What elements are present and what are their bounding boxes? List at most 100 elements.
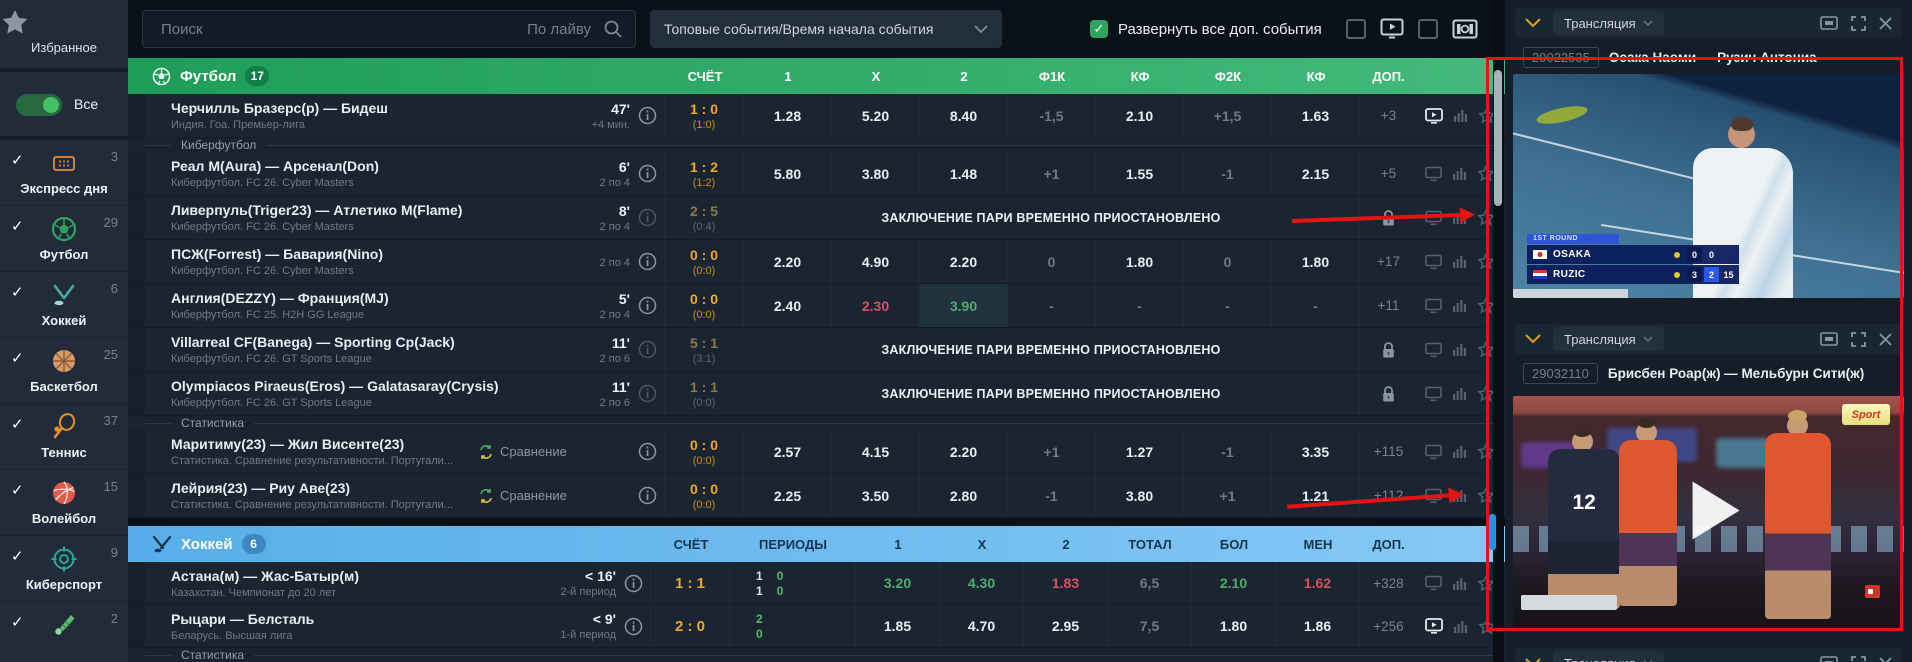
odds-cell-kf2[interactable]: 1.80 xyxy=(1271,240,1359,283)
odds-cell-kf2[interactable]: 1.21 xyxy=(1271,474,1359,517)
info-icon[interactable] xyxy=(630,252,664,271)
close-icon[interactable] xyxy=(1879,656,1892,662)
odds-cell-1[interactable]: 5.80 xyxy=(743,152,831,195)
pip-icon[interactable] xyxy=(1820,332,1838,346)
info-icon[interactable] xyxy=(630,486,664,505)
odds-cell-total[interactable]: 6,5 xyxy=(1107,562,1191,604)
stats-icon[interactable] xyxy=(1452,342,1467,357)
odds-cell-1[interactable]: 2.20 xyxy=(743,240,831,283)
sort-dropdown[interactable]: Топовые события/Время начала события xyxy=(650,10,1002,48)
stats-icon[interactable] xyxy=(1452,444,1467,459)
sidebar-sport-item[interactable]: ✓ 6 Хоккей xyxy=(0,272,128,338)
sidebar-sport-item[interactable]: ✓ 15 Волейбол xyxy=(0,470,128,536)
odds-cell-x[interactable]: 3.50 xyxy=(831,474,919,517)
play-button[interactable] xyxy=(1692,481,1740,540)
compare-link[interactable]: Сравнение xyxy=(478,444,630,460)
odds-cell-kf1[interactable]: 1.55 xyxy=(1095,152,1183,195)
stream-video-tennis[interactable]: 1ST ROUND OSAKA 0 0 RUZIC 3 2 15 xyxy=(1513,74,1904,298)
odds-cell-1[interactable]: 2.25 xyxy=(743,474,831,517)
sidebar-sport-item[interactable]: ✓ 3 Экспресс дня xyxy=(0,140,128,206)
info-icon[interactable] xyxy=(616,617,650,636)
video-play-icon[interactable] xyxy=(1425,107,1443,124)
odds-cell-f1k[interactable]: - xyxy=(1007,284,1095,327)
monitor-icon[interactable] xyxy=(1425,210,1442,226)
sidebar-sport-item[interactable]: ✓ 2 xyxy=(0,602,128,662)
odds-cell-f2k[interactable]: -1 xyxy=(1183,430,1271,473)
match-row[interactable]: Villarreal CF(Banega) — Sporting Cp(Jack… xyxy=(128,328,1505,372)
scrollbar-track[interactable] xyxy=(1493,0,1504,662)
score-panel-checkbox[interactable] xyxy=(1417,19,1438,39)
more-bets-count[interactable]: +256 xyxy=(1373,618,1404,634)
odds-cell-total[interactable]: 7,5 xyxy=(1107,605,1191,647)
match-row[interactable]: Черчилль Бразерс(р) — Бидеш Индия. Гоа. … xyxy=(128,94,1505,138)
odds-cell-over[interactable]: 2.10 xyxy=(1191,562,1275,604)
odds-cell-f1k[interactable]: +1 xyxy=(1007,152,1095,195)
match-name[interactable]: Лейрия(23) — Риу Аве(23) xyxy=(171,480,351,496)
info-icon[interactable] xyxy=(630,340,664,359)
info-icon[interactable] xyxy=(630,106,664,125)
match-row[interactable]: Реал М(Aura) — Арсенал(Don) Киберфутбол.… xyxy=(128,152,1505,196)
odds-cell-1[interactable]: 2.40 xyxy=(743,284,831,327)
odds-cell-kf2[interactable]: 3.35 xyxy=(1271,430,1359,473)
match-name[interactable]: Ливерпуль(Triger23) — Атлетико М(Flame) xyxy=(171,202,463,218)
search-input[interactable] xyxy=(159,19,528,39)
stats-icon[interactable] xyxy=(1453,108,1468,123)
odds-cell-2[interactable]: 2.20 xyxy=(919,430,1007,473)
search-icon[interactable] xyxy=(603,19,623,39)
stats-icon[interactable] xyxy=(1453,619,1468,634)
scrollbar-thumb[interactable] xyxy=(1494,70,1502,206)
odds-cell-f2k[interactable]: +1,5 xyxy=(1183,94,1271,137)
more-bets-count[interactable]: +328 xyxy=(1373,575,1404,591)
fullscreen-icon[interactable] xyxy=(1851,655,1866,662)
odds-cell-2[interactable]: 1.48 xyxy=(919,152,1007,195)
monitor-icon[interactable] xyxy=(1425,298,1442,314)
odds-cell-kf2[interactable]: 1.63 xyxy=(1271,94,1359,137)
odds-cell-under[interactable]: 1.86 xyxy=(1275,605,1359,647)
stream-type-dropdown[interactable]: Трансляция xyxy=(1553,11,1664,35)
sidebar-sport-item[interactable]: ✓ 25 Баскетбол xyxy=(0,338,128,404)
odds-cell-f1k[interactable]: +1 xyxy=(1007,430,1095,473)
pip-icon[interactable] xyxy=(1820,16,1838,30)
search-box[interactable]: По лайву xyxy=(142,10,636,48)
more-bets-count[interactable]: +17 xyxy=(1377,254,1400,269)
all-toggle[interactable] xyxy=(16,94,62,116)
stats-icon[interactable] xyxy=(1452,298,1467,313)
fullscreen-icon[interactable] xyxy=(1851,331,1866,347)
stats-icon[interactable] xyxy=(1452,488,1467,503)
odds-cell-f1k[interactable]: -1 xyxy=(1007,474,1095,517)
stream-type-dropdown[interactable]: Трансляция xyxy=(1553,651,1664,662)
match-name[interactable]: Маритиму(23) — Жил Висенте(23) xyxy=(171,436,405,452)
odds-cell-over[interactable]: 1.80 xyxy=(1191,605,1275,647)
odds-cell-2[interactable]: 2.80 xyxy=(919,474,1007,517)
compare-link[interactable]: Сравнение xyxy=(478,488,630,504)
stats-icon[interactable] xyxy=(1452,576,1467,591)
more-bets-count[interactable]: +11 xyxy=(1377,298,1400,313)
match-name[interactable]: ПСЖ(Forrest) — Бавария(Nino) xyxy=(171,246,383,262)
video-monitor-icon[interactable] xyxy=(1380,18,1404,40)
odds-cell-f2k[interactable]: +1 xyxy=(1183,474,1271,517)
match-row[interactable]: Лейрия(23) — Риу Аве(23) Статистика. Сра… xyxy=(128,474,1505,518)
odds-cell-x[interactable]: 2.30 xyxy=(831,284,919,327)
fullscreen-icon[interactable] xyxy=(1851,15,1866,31)
stats-icon[interactable] xyxy=(1452,254,1467,269)
odds-cell-1[interactable]: 2.57 xyxy=(743,430,831,473)
odds-cell-2[interactable]: 2.20 xyxy=(919,240,1007,283)
odds-cell-kf1[interactable]: 1.27 xyxy=(1095,430,1183,473)
info-icon[interactable] xyxy=(630,296,664,315)
video-progress-bar[interactable] xyxy=(1521,595,1617,610)
match-row[interactable]: ПСЖ(Forrest) — Бавария(Nino) Киберфутбол… xyxy=(128,240,1505,284)
monitor-icon[interactable] xyxy=(1425,386,1442,402)
monitor-icon[interactable] xyxy=(1425,575,1442,591)
monitor-icon[interactable] xyxy=(1425,342,1442,358)
more-bets-count[interactable]: +5 xyxy=(1380,166,1397,181)
odds-cell-f2k[interactable]: 0 xyxy=(1183,240,1271,283)
more-bets-count[interactable]: +3 xyxy=(1380,108,1397,123)
odds-cell-2[interactable]: 1.83 xyxy=(1023,562,1107,604)
monitor-icon[interactable] xyxy=(1425,254,1442,270)
score-widget-icon[interactable] xyxy=(1452,19,1478,39)
match-row[interactable]: Англия(DEZZY) — Франция(MJ) Киберфутбол.… xyxy=(128,284,1505,328)
odds-cell-f1k[interactable]: -1,5 xyxy=(1007,94,1095,137)
odds-cell-kf1[interactable]: 1.80 xyxy=(1095,240,1183,283)
odds-cell-f2k[interactable]: - xyxy=(1183,284,1271,327)
odds-cell-kf1[interactable]: - xyxy=(1095,284,1183,327)
